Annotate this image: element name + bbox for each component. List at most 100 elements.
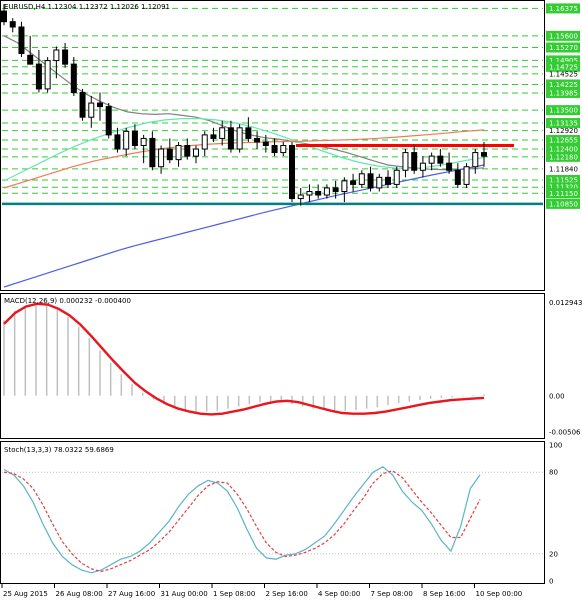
candle-body	[219, 127, 226, 139]
price-tag	[546, 188, 580, 199]
macd-signal-line	[3, 302, 485, 416]
price-tag	[546, 144, 580, 155]
price-tag	[546, 55, 580, 66]
time-axis-label: 27 Aug 16:00	[108, 590, 155, 598]
candle-body	[114, 134, 121, 150]
price-axis-label: 1.14725	[549, 63, 578, 71]
candle-body	[149, 137, 156, 168]
candle-body	[463, 166, 470, 185]
stoch-axis-label: 20	[549, 550, 558, 558]
time-axis-label: 10 Sep 00:00	[476, 590, 523, 598]
candle-body	[158, 148, 165, 168]
candle-body	[193, 148, 199, 157]
candle-body	[70, 63, 77, 93]
stoch-signal-line	[3, 470, 481, 573]
candle-body	[350, 180, 357, 185]
price-axis-label: 1.13500	[549, 107, 578, 115]
candle-body	[358, 173, 365, 185]
price-tag	[546, 182, 580, 193]
price-tag	[546, 151, 580, 162]
price-pane: 1.16375 1.15600 1.15270 1.149051.147251.145…	[1, 3, 580, 288]
price-axis-label: 1.15600	[549, 32, 578, 40]
stoch-main-line	[3, 466, 481, 574]
moving-average-line	[3, 164, 485, 288]
price-axis-label: 1.11525	[549, 176, 578, 184]
time-axis-label: 4 Sep 00:00	[318, 590, 360, 598]
macd-pane-frame	[0, 293, 545, 439]
candle-body	[62, 49, 69, 65]
candle-body	[341, 180, 348, 192]
candle-body	[245, 127, 252, 139]
price-tag	[546, 87, 580, 98]
candle-body	[323, 187, 330, 196]
price-axis-label: 1.12655	[549, 137, 578, 145]
candle-body	[289, 145, 295, 200]
price-axis-label: 1.13985	[549, 89, 578, 97]
time-axis-label: 7 Sep 08:00	[371, 590, 413, 598]
moving-average-line	[3, 117, 485, 182]
macd-axis-label: -0.00506	[549, 429, 581, 437]
time-axis-label: 1 Sep 08:00	[213, 590, 255, 598]
candle-body	[385, 176, 391, 185]
price-tag	[546, 30, 580, 41]
candle-body	[35, 63, 42, 90]
candle-body	[315, 190, 322, 196]
price-axis-label: 1.15270	[549, 44, 578, 52]
price-tag	[546, 61, 580, 72]
candle-body	[27, 54, 34, 65]
candle-body	[88, 102, 95, 118]
candle-body	[236, 127, 243, 150]
price-axis-label: 1.12400	[549, 146, 578, 154]
price-pane-title: EURUSD,H4 1.12304 1.12372 1.12026 1.1209…	[4, 3, 170, 11]
candle-body	[297, 194, 304, 200]
time-axis: 25 Aug 2015 26 Aug 08:00 27 Aug 16:00 31 Au…	[1, 584, 523, 598]
macd-pane-title: MACD(12,26,9) 0.000232 -0.000400	[4, 297, 131, 305]
stoch-pane: 100 80 20 0	[2, 442, 562, 586]
price-axis-label: 1.14225	[549, 81, 578, 89]
time-axis-label: 31 Aug 00:00	[161, 590, 208, 598]
time-axis-label: 8 Sep 16:00	[423, 590, 465, 598]
candle-body	[97, 102, 103, 108]
candle-body	[446, 162, 453, 171]
time-axis-label: 26 Aug 08:00	[56, 590, 103, 598]
candle-body	[105, 106, 112, 136]
macd-pane: 0.012943 0.00 -0.00506	[3, 299, 582, 437]
candle-body	[280, 145, 287, 154]
candle-body	[44, 60, 51, 90]
price-axis-label: 1.11840	[549, 165, 578, 173]
time-axis-label: 25 Aug 2015	[3, 590, 48, 598]
candle-body	[428, 155, 435, 164]
candle-body	[166, 148, 173, 161]
candle-body	[53, 49, 60, 62]
candle-body	[472, 152, 479, 168]
time-axis-label: 2 Sep 16:00	[266, 590, 308, 598]
candle-body	[393, 169, 400, 185]
moving-average-line	[3, 129, 485, 189]
candle-body	[402, 152, 409, 171]
candle-body	[79, 91, 86, 118]
candle-body	[1, 10, 7, 23]
candle-body	[184, 145, 191, 157]
candle-body	[9, 21, 16, 28]
price-tag	[546, 105, 580, 116]
price-tag	[546, 198, 580, 209]
price-tag	[546, 135, 580, 146]
price-axis-label: 1.12180	[549, 153, 578, 161]
stoch-pane-title: Stoch(13,3,3) 78.0322 59.6869	[4, 446, 114, 454]
candle-body	[367, 173, 374, 189]
price-pane-frame	[0, 0, 545, 291]
stoch-pane-frame	[0, 441, 545, 584]
price-tag	[546, 3, 580, 14]
candle-body	[332, 187, 339, 192]
macd-axis-label: 0.00	[549, 392, 565, 400]
candle-body	[419, 162, 426, 171]
price-tag	[546, 118, 580, 129]
stoch-axis-label: 80	[549, 469, 558, 477]
candle-body	[306, 190, 313, 196]
price-axis-label: 1.14905	[549, 57, 578, 65]
candle-body	[131, 130, 138, 147]
price-axis-label: 1.10850	[549, 200, 578, 208]
candle-body	[376, 176, 383, 189]
candle-body	[411, 152, 418, 171]
